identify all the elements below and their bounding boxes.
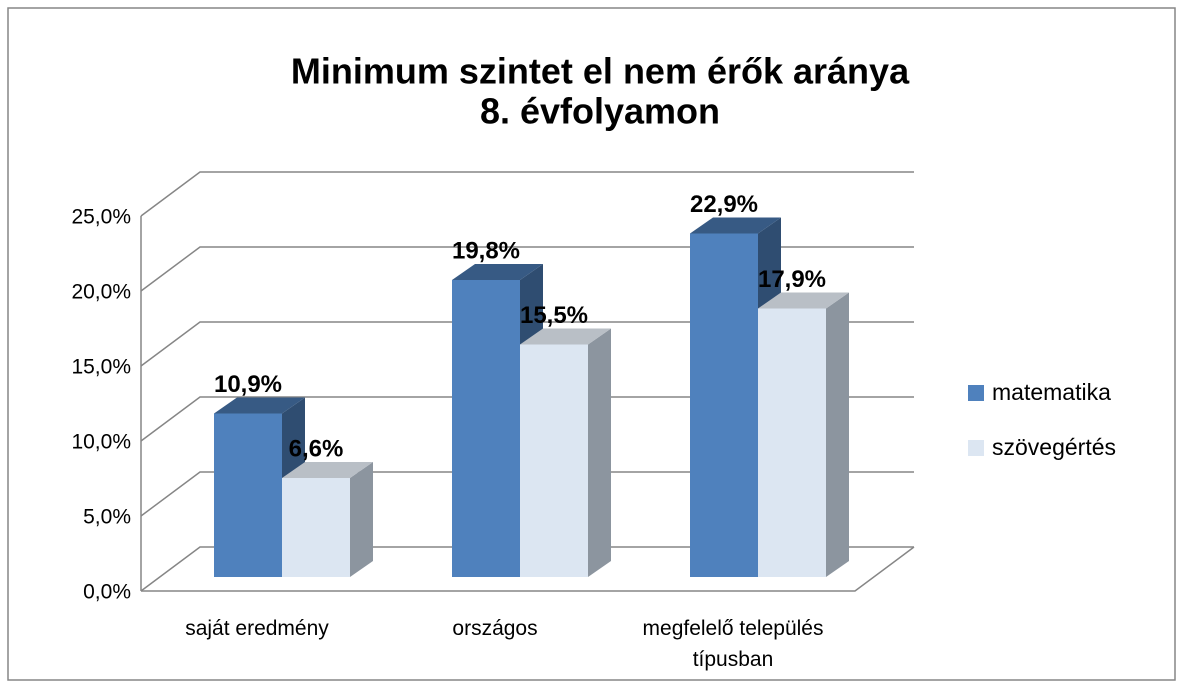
bar-top (758, 292, 849, 309)
bar-top (520, 328, 611, 345)
x-tick-label-box: országos (452, 617, 538, 640)
y-tick-label: 0,0% (83, 581, 131, 604)
legend-label: matematika (992, 379, 1111, 405)
y-tick-label: 5,0% (83, 506, 131, 529)
x-tick-label: saját eredmény (185, 617, 329, 640)
chart-title: Minimum szintet el nem érők aránya (291, 51, 910, 92)
bar-side (588, 328, 611, 577)
bar (452, 280, 520, 577)
floor (141, 546, 915, 592)
grid-line (140, 171, 914, 217)
bar (758, 308, 826, 577)
bar (520, 344, 588, 577)
bar (690, 233, 758, 577)
y-tick-label: 15,0% (71, 356, 131, 379)
legend-swatch (968, 440, 984, 456)
data-label: 19,8% (452, 237, 520, 264)
y-tick-label: 25,0% (71, 206, 131, 229)
grid-line (140, 246, 914, 292)
data-label: 6,6% (289, 435, 344, 462)
data-label: 15,5% (520, 302, 588, 329)
x-tick-label-box: saját eredmény (185, 617, 329, 640)
y-tick-label: 20,0% (71, 281, 131, 304)
data-label: 22,9% (690, 191, 758, 218)
x-tick-label: országos (452, 617, 538, 640)
bar (214, 413, 282, 577)
bar-side (350, 462, 373, 577)
bar-top (282, 462, 373, 478)
x-tick-label-box: megfelelő település típusban (642, 617, 824, 671)
bar-top (452, 264, 543, 280)
data-label: 17,9% (758, 266, 826, 293)
bar-top (690, 217, 781, 234)
y-tick-label: 10,0% (71, 431, 131, 454)
x-tick-label: megfelelő település típusban (642, 617, 824, 671)
legend-label: szövegértés (992, 434, 1116, 460)
bar-top (214, 397, 305, 414)
legend-swatch (968, 385, 984, 401)
bar-side (826, 292, 849, 577)
bar (282, 478, 350, 577)
grid-line (140, 546, 914, 592)
grid-line (140, 471, 914, 517)
chart-title: 8. évfolyamon (480, 91, 720, 132)
data-label: 10,9% (214, 371, 282, 398)
grid-line (140, 321, 914, 367)
grid-line (140, 396, 914, 442)
